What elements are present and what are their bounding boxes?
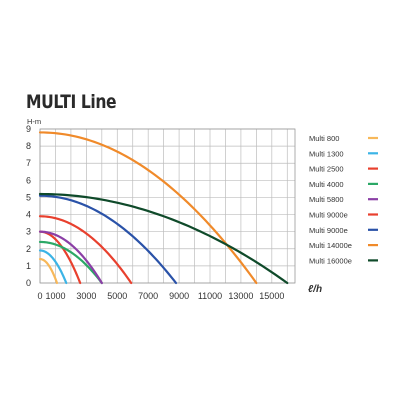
- x-axis-label: ℓ/h: [308, 284, 322, 295]
- series-layer: [38, 131, 289, 285]
- series-line: [38, 257, 59, 285]
- legend-label: Multi 4000: [309, 180, 344, 189]
- y-tick-label: 1: [26, 261, 31, 271]
- x-tick-labels: 0 1000 3000 5000 7000 9000 11000 13000 15000: [37, 291, 284, 301]
- x-tick-label: 1000: [45, 291, 65, 301]
- series-line: [38, 240, 103, 285]
- x-tick-label: 3000: [76, 291, 96, 301]
- x-tick-label: 5000: [107, 291, 127, 301]
- y-tick-label: 7: [26, 158, 31, 168]
- x-tick-label: 15000: [259, 291, 284, 301]
- y-tick-label: 5: [26, 192, 31, 202]
- chart-title: MULTI Line: [26, 91, 117, 113]
- legend-label: Multi 9000e: [309, 211, 348, 220]
- plot-frame: [39, 128, 296, 284]
- axis-layer: H-m ℓ/h: [27, 117, 322, 295]
- y-tick-label: 3: [26, 227, 31, 237]
- y-tick-label: 4: [26, 210, 31, 220]
- x-tick-label: 11000: [198, 291, 222, 301]
- y-tick-label: 2: [26, 244, 31, 254]
- series-line: [38, 215, 133, 285]
- legend-label: Multi 2500: [309, 165, 344, 174]
- y-tick-label: 9: [26, 124, 31, 134]
- x-tick-label: 7000: [138, 291, 158, 301]
- grid-layer: [39, 128, 296, 284]
- series-line: [38, 230, 103, 285]
- series-line: [38, 249, 68, 285]
- legend-label: Multi 800: [309, 134, 339, 143]
- legend: Multi 800 Multi 1300 Multi 2500 Multi 4000 M…: [309, 134, 378, 265]
- legend-label: Multi 5800: [309, 195, 344, 204]
- y-tick-label: 8: [26, 141, 31, 151]
- legend-label: Multi 9000e: [309, 226, 348, 235]
- y-axis-label: H-m: [27, 117, 41, 126]
- series-line: [38, 194, 178, 285]
- x-tick-label: 9000: [169, 291, 189, 301]
- y-tick-labels: 0 1 2 3 4 5 6 7 8 9: [26, 124, 31, 288]
- series-line: [38, 230, 82, 285]
- legend-label: Multi 14000e: [309, 241, 352, 250]
- x-tick-label: 0: [37, 291, 42, 301]
- y-tick-label: 6: [26, 175, 31, 185]
- legend-label: Multi 1300: [309, 149, 344, 158]
- legend-label: Multi 16000e: [309, 256, 352, 265]
- series-line: [38, 131, 258, 285]
- series-line: [38, 192, 289, 285]
- y-tick-label: 0: [26, 278, 31, 288]
- x-tick-label: 13000: [228, 291, 253, 301]
